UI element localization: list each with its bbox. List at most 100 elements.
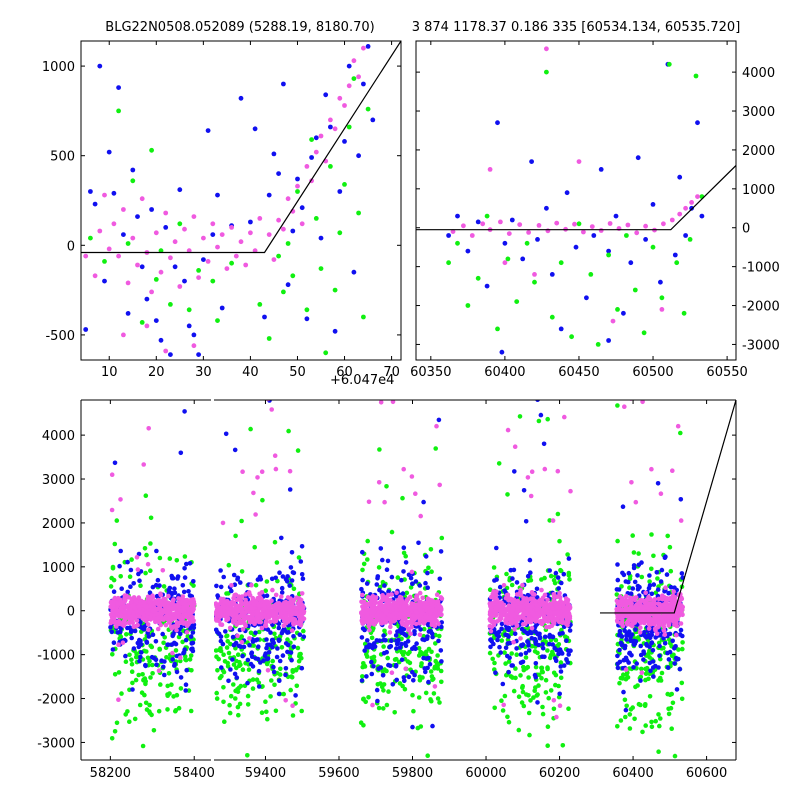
data-point-magenta <box>191 343 197 349</box>
data-point-blue <box>554 647 559 653</box>
data-point-blue <box>299 205 305 211</box>
data-point-magenta <box>532 592 537 597</box>
data-point-green <box>650 244 656 250</box>
data-point-blue <box>412 629 417 634</box>
data-point-blue <box>131 646 137 651</box>
data-point-magenta <box>258 619 264 625</box>
data-point-blue <box>162 659 167 664</box>
data-point-magenta <box>218 596 224 602</box>
data-point-green <box>532 649 538 654</box>
data-point-blue <box>97 63 103 69</box>
data-point-blue <box>360 577 365 583</box>
data-point-green <box>233 533 238 539</box>
data-point-green <box>130 680 135 686</box>
data-point-green <box>290 713 296 718</box>
data-point-blue <box>196 352 202 357</box>
data-point-green <box>161 584 167 589</box>
data-point-blue <box>232 642 237 648</box>
data-point-green <box>428 697 433 702</box>
data-point-magenta <box>545 597 550 603</box>
data-point-green <box>140 743 146 749</box>
data-point-magenta <box>141 617 147 622</box>
data-point-blue <box>635 155 641 161</box>
data-point-magenta <box>661 221 666 227</box>
data-point-blue <box>182 647 187 652</box>
data-point-blue <box>190 630 196 635</box>
data-point-magenta <box>118 497 123 502</box>
data-point-blue <box>426 629 432 634</box>
data-point-green <box>640 729 645 735</box>
data-point-magenta <box>102 192 107 198</box>
data-point-blue <box>672 252 678 258</box>
data-point-green <box>188 708 194 714</box>
data-point-green <box>157 646 162 652</box>
data-point-green <box>418 649 424 655</box>
data-point-magenta <box>517 222 523 228</box>
data-point-magenta <box>518 587 523 593</box>
data-point-green <box>231 395 236 400</box>
data-point-green <box>259 710 265 715</box>
data-point-magenta <box>230 609 236 614</box>
data-point-green <box>553 637 559 643</box>
data-point-magenta <box>639 670 645 675</box>
data-point-magenta <box>136 604 141 609</box>
y-tick-label: 4000 <box>42 429 75 444</box>
data-point-green <box>295 645 301 651</box>
data-point-blue <box>387 663 393 668</box>
data-point-green <box>360 567 365 573</box>
top-right-title: 3 874 1178.37 0.186 335 [60534.134, 6053… <box>412 20 741 35</box>
data-point-blue <box>523 650 529 656</box>
data-point-green <box>299 708 305 714</box>
data-point-blue <box>665 665 671 670</box>
data-point-magenta <box>501 702 507 708</box>
data-point-green <box>566 572 572 578</box>
data-point-blue <box>565 648 571 653</box>
data-point-blue <box>181 650 186 656</box>
data-point-blue <box>566 556 572 561</box>
data-point-magenta <box>555 468 561 474</box>
data-point-green <box>158 682 163 687</box>
data-point-magenta <box>156 668 162 673</box>
data-point-green <box>188 653 194 658</box>
data-point-magenta <box>589 224 595 230</box>
data-point-green <box>540 711 546 717</box>
data-point-green <box>649 719 654 725</box>
data-point-green <box>376 565 382 570</box>
data-point-green <box>615 724 620 729</box>
data-point-green <box>657 675 663 681</box>
data-point-green <box>556 683 561 689</box>
data-point-magenta <box>576 159 582 165</box>
data-point-magenta <box>170 598 176 603</box>
data-point-blue <box>170 575 176 581</box>
data-point-magenta <box>190 619 196 624</box>
data-point-blue <box>369 659 374 665</box>
data-point-green <box>385 655 391 661</box>
data-point-magenta <box>376 480 382 485</box>
data-point-magenta <box>494 619 500 624</box>
data-point-blue <box>399 577 404 583</box>
data-point-blue <box>337 189 343 194</box>
data-point-blue <box>499 626 504 632</box>
data-point-magenta <box>122 593 128 598</box>
data-point-blue <box>280 653 286 658</box>
data-point-blue <box>118 548 123 554</box>
data-point-green <box>241 381 246 386</box>
data-point-magenta <box>313 149 319 155</box>
data-point-blue <box>514 646 519 651</box>
data-point-magenta <box>534 606 540 612</box>
data-point-green <box>536 683 541 688</box>
data-point-magenta <box>297 598 302 604</box>
y-tick-label: -3000 <box>742 338 780 353</box>
data-point-magenta <box>401 604 406 610</box>
data-point-green <box>174 558 180 563</box>
data-point-magenta <box>415 596 420 602</box>
data-point-blue <box>394 677 400 683</box>
data-point-blue <box>522 629 527 634</box>
data-point-magenta <box>469 233 475 238</box>
data-point-magenta <box>116 697 121 702</box>
data-point-blue <box>271 669 277 675</box>
data-point-blue <box>420 637 425 642</box>
data-point-magenta <box>518 604 524 610</box>
data-point-blue <box>629 653 634 658</box>
data-point-magenta <box>387 630 393 635</box>
